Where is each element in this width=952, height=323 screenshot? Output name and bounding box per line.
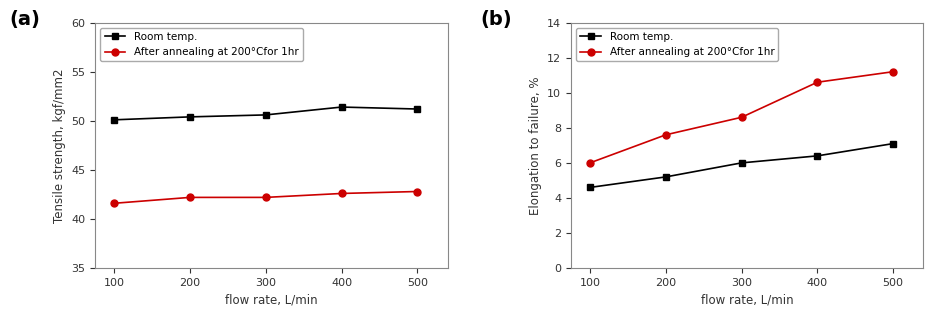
Room temp. [260, 113, 271, 117]
X-axis label: flow rate, L/min: flow rate, L/min [225, 293, 318, 307]
After annealing at 200°Cfor 1hr [585, 161, 596, 165]
Line: Room temp.: Room temp. [586, 140, 897, 191]
Y-axis label: Tensile strength, kgf/mm2: Tensile strength, kgf/mm2 [52, 68, 66, 223]
Room temp. [336, 105, 347, 109]
X-axis label: flow rate, L/min: flow rate, L/min [701, 293, 794, 307]
After annealing at 200°Cfor 1hr [736, 115, 747, 119]
Legend: Room temp., After annealing at 200°Cfor 1hr: Room temp., After annealing at 200°Cfor … [576, 28, 779, 61]
After annealing at 200°Cfor 1hr [411, 190, 423, 193]
Line: After annealing at 200°Cfor 1hr: After annealing at 200°Cfor 1hr [110, 188, 421, 207]
Line: Room temp.: Room temp. [110, 104, 421, 123]
After annealing at 200°Cfor 1hr [260, 195, 271, 199]
Room temp. [660, 175, 671, 179]
Line: After annealing at 200°Cfor 1hr: After annealing at 200°Cfor 1hr [586, 68, 897, 166]
Room temp. [109, 118, 120, 122]
Room temp. [812, 154, 823, 158]
After annealing at 200°Cfor 1hr [812, 80, 823, 84]
Room temp. [887, 142, 899, 146]
Room temp. [185, 115, 196, 119]
Text: (a): (a) [10, 10, 40, 29]
After annealing at 200°Cfor 1hr [109, 201, 120, 205]
After annealing at 200°Cfor 1hr [336, 192, 347, 195]
Room temp. [411, 107, 423, 111]
Text: (b): (b) [481, 10, 512, 29]
Room temp. [736, 161, 747, 165]
After annealing at 200°Cfor 1hr [887, 70, 899, 74]
After annealing at 200°Cfor 1hr [185, 195, 196, 199]
Room temp. [585, 185, 596, 189]
Legend: Room temp., After annealing at 200°Cfor 1hr: Room temp., After annealing at 200°Cfor … [100, 28, 303, 61]
Y-axis label: Elongation to failure, %: Elongation to failure, % [528, 76, 542, 214]
After annealing at 200°Cfor 1hr [660, 133, 671, 137]
